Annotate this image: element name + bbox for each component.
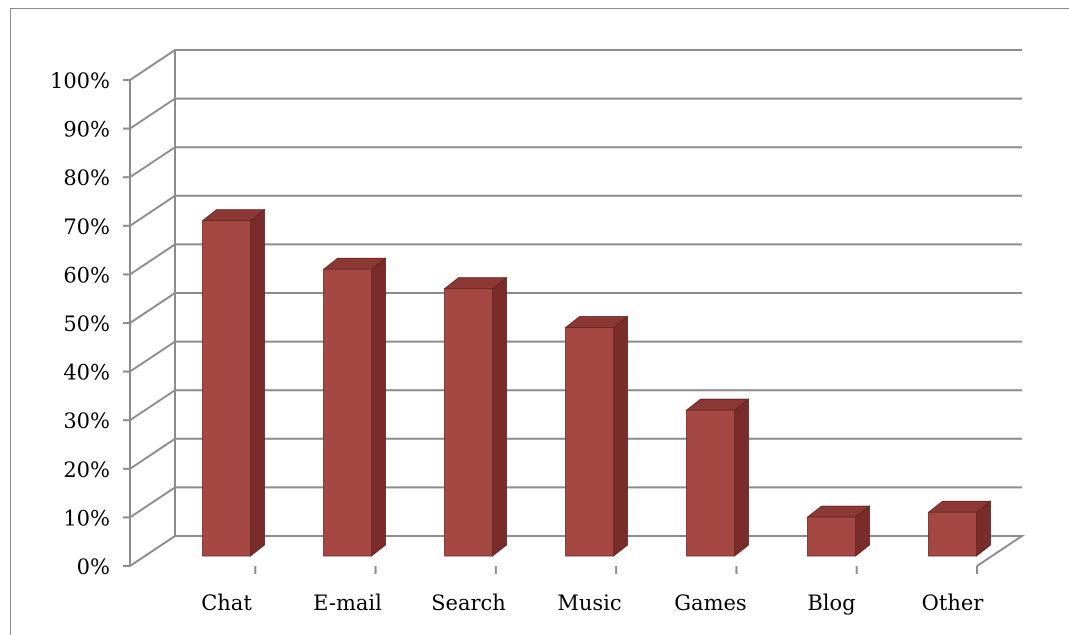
y-tick-label: 20% (63, 458, 110, 482)
bar-side (492, 276, 507, 557)
y-tick-label: 60% (63, 263, 110, 287)
x-tick-label: Blog (807, 591, 855, 615)
y-tick-label: 100% (50, 69, 110, 93)
x-tick-label: Search (431, 591, 506, 615)
bar-front (444, 288, 493, 557)
bar-front (202, 220, 251, 557)
x-tick-label: Games (674, 591, 746, 615)
bar-front (565, 327, 614, 557)
y-tick-label: 30% (63, 409, 110, 433)
y-tick-label: 10% (63, 506, 110, 530)
y-tick-label: 40% (63, 361, 110, 385)
bar-side (250, 208, 265, 557)
gridline (129, 49, 1022, 81)
bar-front (928, 511, 977, 557)
bar-side (734, 398, 749, 557)
chart-frame (10, 8, 1069, 635)
bar-music (564, 315, 629, 557)
bar-other (927, 500, 992, 557)
y-tick-label: 90% (63, 118, 110, 142)
gridline (129, 146, 1022, 179)
x-tick-label: Chat (201, 591, 252, 615)
bar-side (613, 315, 628, 557)
bar-search (443, 276, 508, 557)
bar-blog (806, 505, 871, 557)
bar-front (686, 409, 735, 557)
x-axis (254, 566, 978, 574)
x-tick-label: Music (557, 591, 621, 615)
bar-front (323, 268, 372, 557)
x-tick-label: Other (922, 591, 985, 615)
x-axis-ticks: Chat E-mail Search Music Games Blog Other (201, 591, 984, 615)
bar-games (685, 398, 750, 557)
y-tick-label: 50% (63, 312, 110, 336)
bar-chat (201, 208, 266, 557)
bars (201, 208, 992, 557)
bar-side (371, 257, 386, 557)
y-tick-label: 80% (63, 166, 110, 190)
y-tick-label: 70% (63, 215, 110, 239)
gridline (129, 97, 1022, 130)
bar-front (807, 516, 856, 557)
y-tick-label: 0% (77, 555, 110, 579)
bar-e-mail (322, 257, 387, 557)
x-tick-label: E-mail (313, 591, 382, 615)
y-axis-ticks: 0% 10% 20% 30% 40% 50% 60% 70% 80% 90% 100% (50, 69, 130, 579)
